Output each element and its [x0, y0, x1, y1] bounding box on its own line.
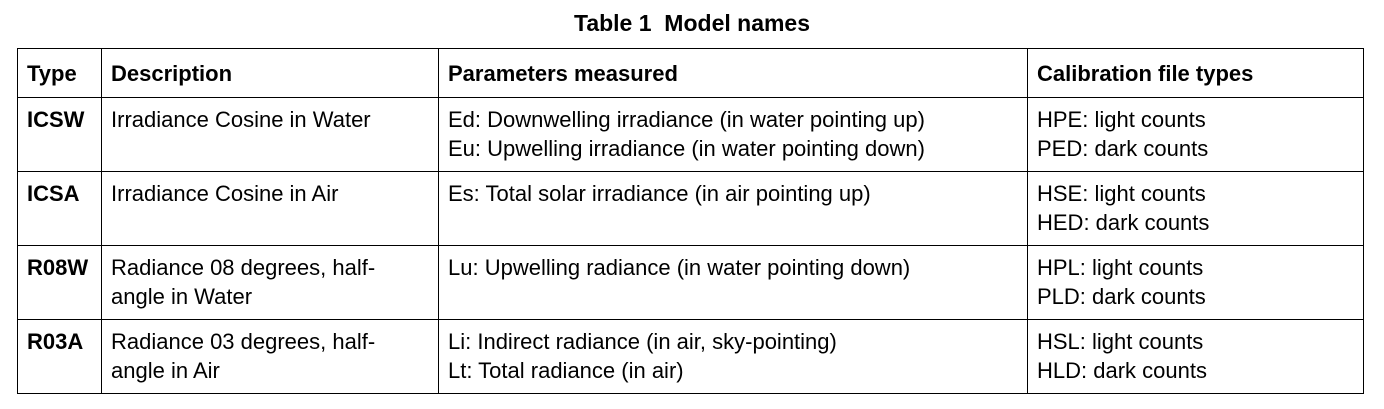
description-cell: Radiance 03 degrees, half- angle in Air: [101, 319, 439, 394]
parameter-line: Ed: Downwelling irradiance (in water poi…: [448, 107, 925, 132]
type-label: ICSA: [27, 181, 80, 206]
type-cell: R08W: [17, 245, 102, 320]
table-row: R03A Radiance 03 degrees, half- angle in…: [17, 319, 1364, 394]
parameter-line: Es: Total solar irradiance (in air point…: [448, 181, 871, 206]
type-label: R03A: [27, 329, 84, 354]
header-description: Description: [101, 48, 439, 98]
description-cell: Irradiance Cosine in Air: [101, 171, 439, 246]
calibration-line: HSE: light counts: [1037, 181, 1206, 206]
parameter-line: Eu: Upwelling irradiance (in water point…: [448, 136, 925, 161]
parameters-cell: Es: Total solar irradiance (in air point…: [438, 171, 1028, 246]
calibration-line: HED: dark counts: [1037, 210, 1210, 235]
calibration-line: PLD: dark counts: [1037, 284, 1206, 309]
table-row: R08W Radiance 08 degrees, half- angle in…: [17, 245, 1364, 320]
description-text: angle in Air: [111, 358, 220, 383]
parameter-line: Lu: Upwelling radiance (in water pointin…: [448, 255, 911, 280]
description-cell: Radiance 08 degrees, half- angle in Wate…: [101, 245, 439, 320]
type-cell: ICSA: [17, 171, 102, 246]
type-label: R08W: [27, 255, 89, 280]
type-label: ICSW: [27, 107, 85, 132]
table-caption: Table 1 Model names: [573, 10, 811, 36]
description-text: Irradiance Cosine in Water: [111, 107, 371, 132]
calibration-cell: HPL: light counts PLD: dark counts: [1027, 245, 1364, 320]
calibration-line: HPL: light counts: [1037, 255, 1204, 280]
table-header-row: Type Description Parameters measured Cal…: [17, 48, 1364, 98]
calibration-cell: HSE: light counts HED: dark counts: [1027, 171, 1364, 246]
description-text: Radiance 03 degrees, half-: [111, 329, 376, 354]
calibration-cell: HSL: light counts HLD: dark counts: [1027, 319, 1364, 394]
calibration-line: HSL: light counts: [1037, 329, 1204, 354]
description-cell: Irradiance Cosine in Water: [101, 97, 439, 172]
description-text: Irradiance Cosine in Air: [111, 181, 339, 206]
parameter-line: Li: Indirect radiance (in air, sky-point…: [448, 329, 837, 354]
type-cell: R03A: [17, 319, 102, 394]
parameters-cell: Ed: Downwelling irradiance (in water poi…: [438, 97, 1028, 172]
parameters-cell: Lu: Upwelling radiance (in water pointin…: [438, 245, 1028, 320]
type-cell: ICSW: [17, 97, 102, 172]
header-calibration-file-types: Calibration file types: [1027, 48, 1364, 98]
table-row: ICSW Irradiance Cosine in Water Ed: Down…: [17, 97, 1364, 172]
calibration-line: HLD: dark counts: [1037, 358, 1207, 383]
description-text: angle in Water: [111, 284, 253, 309]
parameter-line: Lt: Total radiance (in air): [448, 358, 684, 383]
description-text: Radiance 08 degrees, half-: [111, 255, 376, 280]
calibration-line: HPE: light counts: [1037, 107, 1206, 132]
calibration-cell: HPE: light counts PED: dark counts: [1027, 97, 1364, 172]
model-names-table: Type Description Parameters measured Cal…: [17, 48, 1364, 394]
table-row: ICSA Irradiance Cosine in Air Es: Total …: [17, 171, 1364, 246]
header-type: Type: [17, 48, 102, 98]
calibration-line: PED: dark counts: [1037, 136, 1209, 161]
parameters-cell: Li: Indirect radiance (in air, sky-point…: [438, 319, 1028, 394]
header-parameters-measured: Parameters measured: [438, 48, 1028, 98]
